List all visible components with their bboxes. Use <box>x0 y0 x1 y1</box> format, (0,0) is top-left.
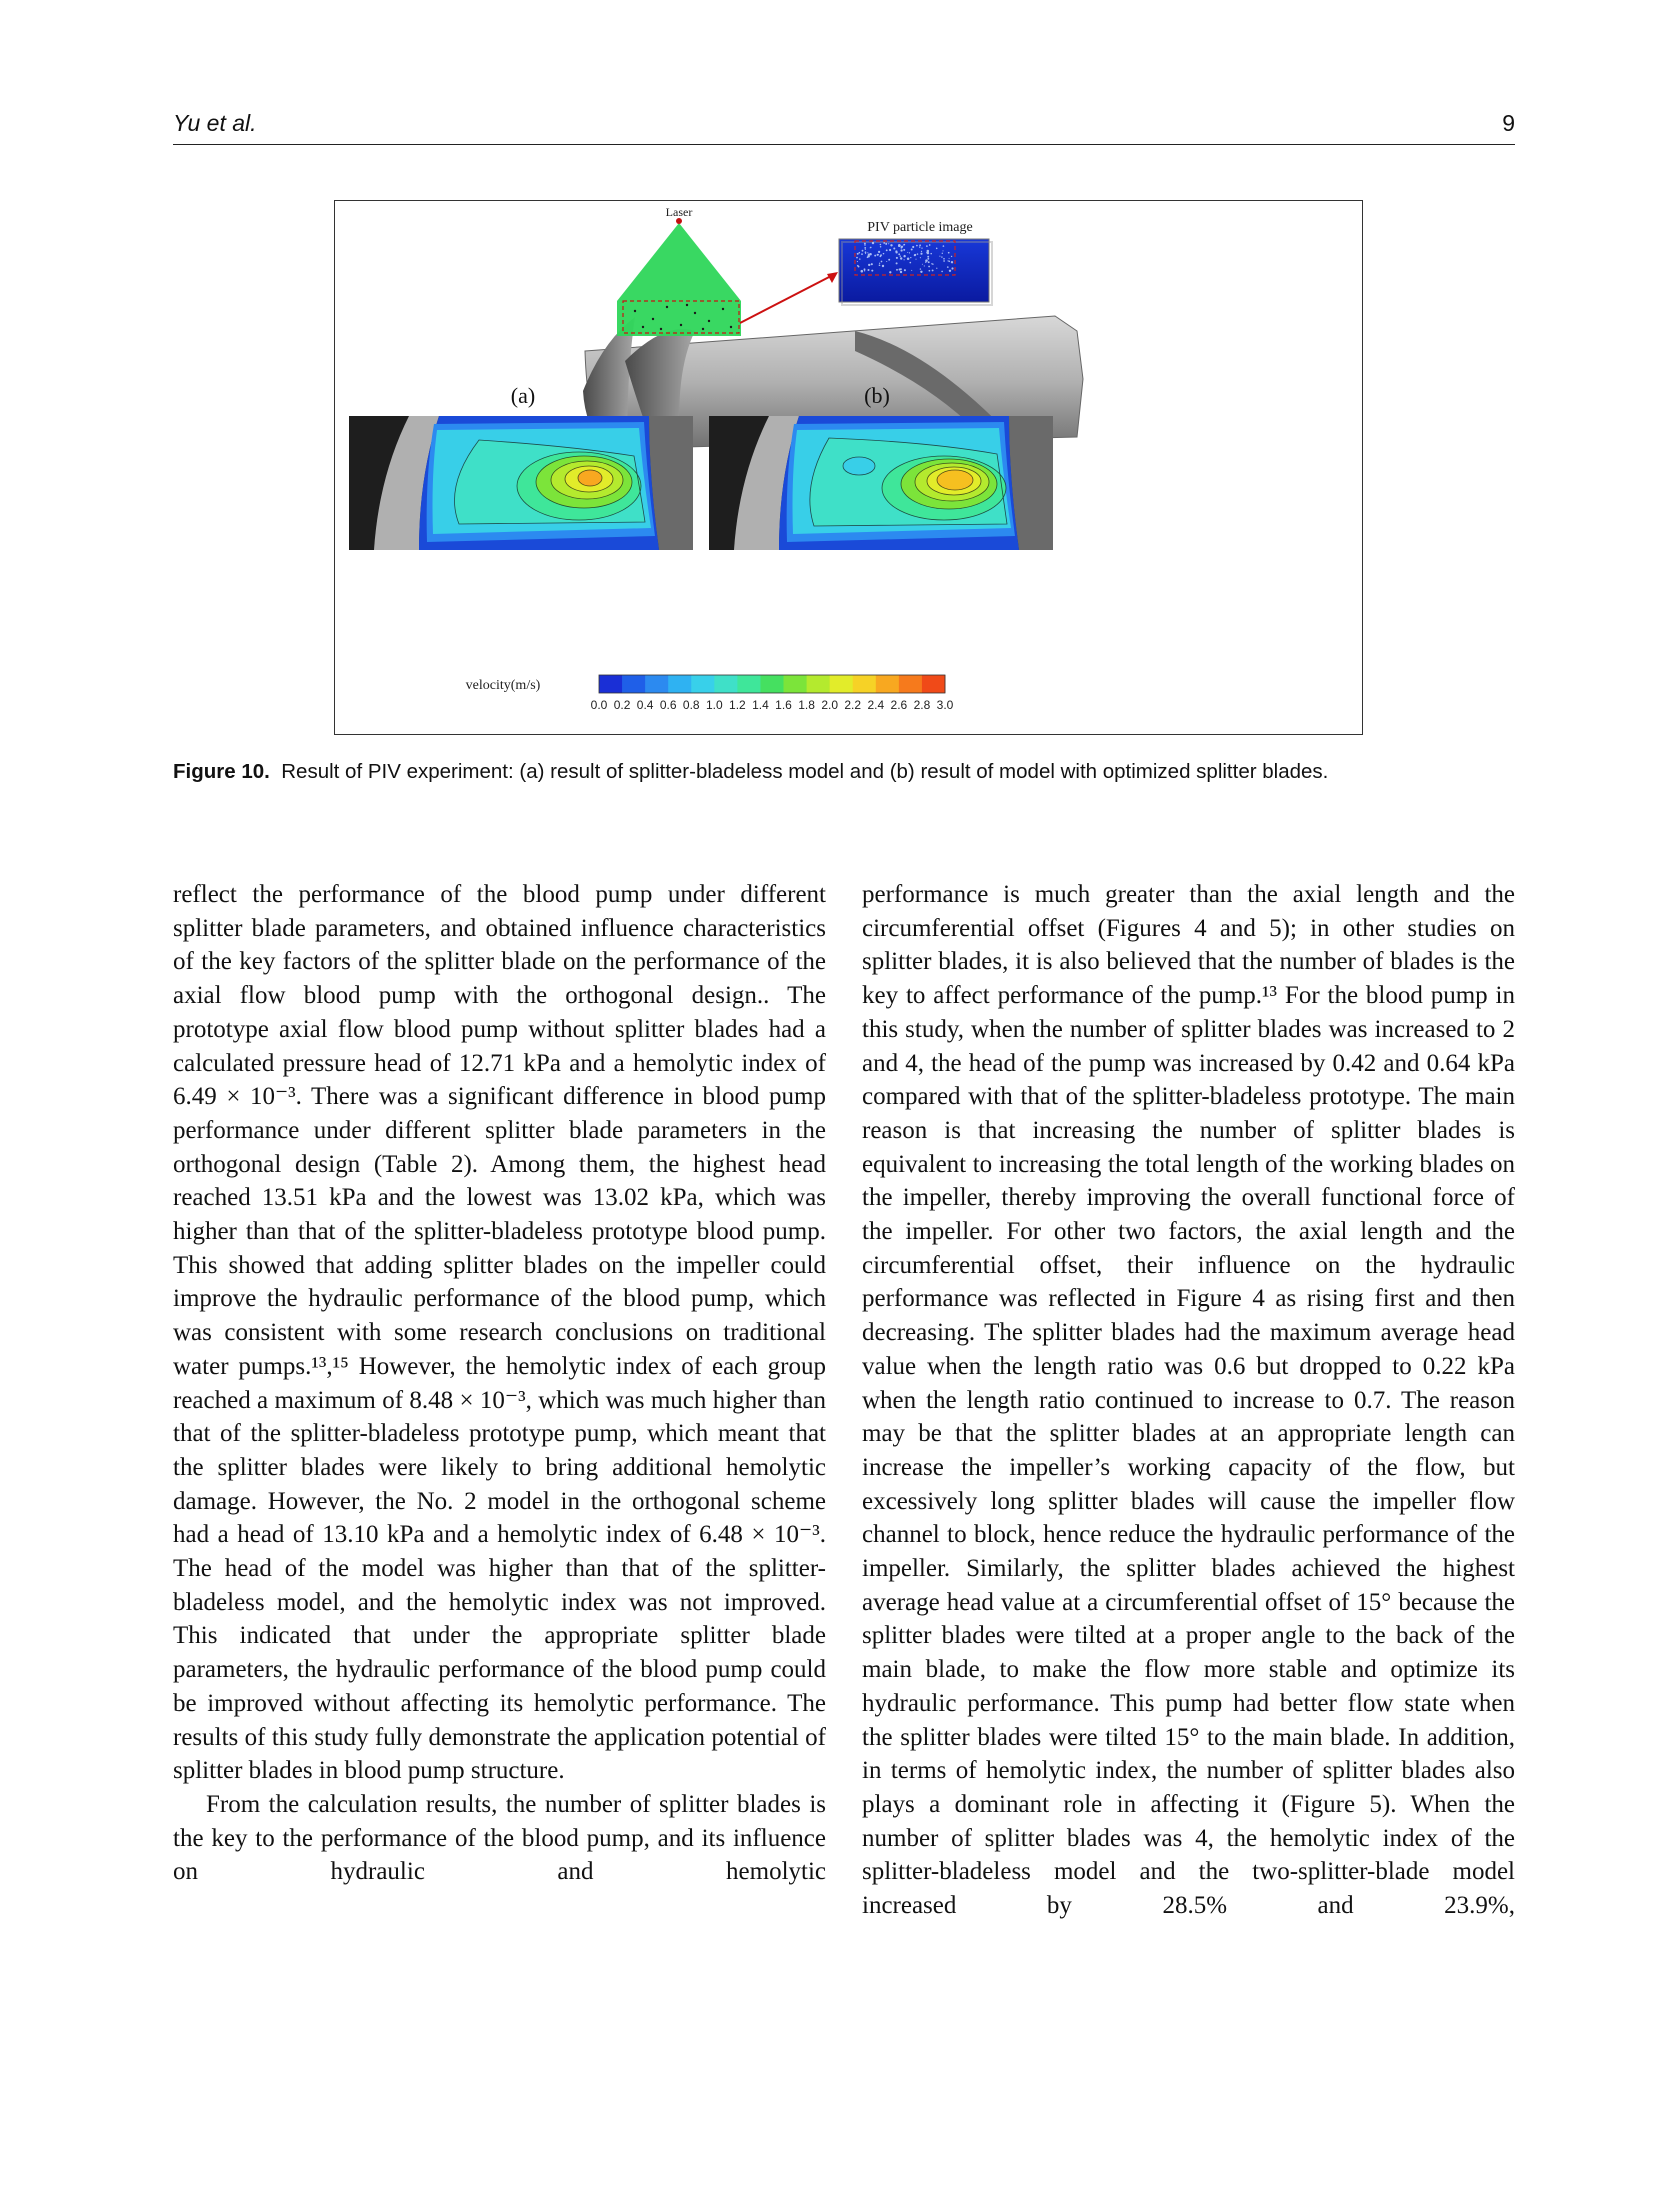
running-head: Yu et al. 9 <box>173 110 1515 145</box>
colorbar-ticks: 0.0 0.2 0.4 0.6 0.8 1.0 1.2 1.4 1.6 1.8 2.0 2.2 2.4 2… <box>591 698 954 712</box>
colorbar-tick-label: 2.6 <box>891 698 908 712</box>
colorbar-tick-label: 0.6 <box>660 698 677 712</box>
colorbar-segment <box>806 675 831 693</box>
piv-window-outline <box>622 300 740 334</box>
laser-sheet <box>617 223 741 301</box>
contour-a-level-8 <box>578 470 602 486</box>
colorbar-segment <box>921 675 946 693</box>
colorbar-tick-label: 2.4 <box>867 698 884 712</box>
figure-10-graphic: Laser PIV particle image (a) (b) <box>349 205 1084 712</box>
colorbar-segment <box>645 675 669 693</box>
page-number: 9 <box>1502 110 1515 136</box>
laser-label: Laser <box>666 205 693 219</box>
colorbar-segment <box>852 675 877 693</box>
caption-label: Figure 10. <box>173 760 270 783</box>
left-paragraph-1: reflect the performance of the blood pum… <box>173 881 826 1785</box>
colorbar-segment <box>783 675 807 693</box>
colorbar-tick-label: 0.4 <box>637 698 654 712</box>
colorbar-segment <box>622 675 646 693</box>
colorbar-segment <box>714 675 738 693</box>
colorbar-label: velocity(m/s) <box>466 678 541 693</box>
caption-text: Result of PIV experiment: (a) result of … <box>281 760 1329 783</box>
colorbar-segment <box>668 675 692 693</box>
colorbar-tick-label: 0.2 <box>614 698 631 712</box>
contour-b-level-8 <box>937 470 973 490</box>
arrow-to-piv-image <box>739 274 834 324</box>
piv-image-label: PIV particle image <box>867 220 973 235</box>
piv-particle-image <box>838 238 993 306</box>
figure-10: Laser PIV particle image (a) (b) <box>334 200 1363 735</box>
body-column-left: reflect the performance of the blood pum… <box>173 878 826 1889</box>
colorbar-segment <box>599 675 623 693</box>
contour-panel-b <box>709 416 1053 550</box>
laser-dot <box>676 218 682 224</box>
colorbar-tick-label: 0.8 <box>683 698 700 712</box>
colorbar-segment <box>875 675 900 693</box>
colorbar-tick-label: 2.2 <box>844 698 861 712</box>
panel-a-label: (a) <box>511 383 535 408</box>
colorbar-segment <box>737 675 761 693</box>
colorbar-tick-label: 2.8 <box>914 698 931 712</box>
colorbar-tick-label: 2.0 <box>821 698 838 712</box>
colorbar-tick-label: 1.2 <box>729 698 746 712</box>
body-column-right: performance is much greater than the axi… <box>862 878 1515 1923</box>
running-head-authors: Yu et al. <box>173 110 257 136</box>
colorbar-tick-label: 1.0 <box>706 698 723 712</box>
colorbar-tick-label: 0.0 <box>591 698 608 712</box>
panel-b-label: (b) <box>864 383 890 408</box>
colorbar-tick-label: 1.8 <box>798 698 815 712</box>
colorbar-tick-label: 3.0 <box>937 698 954 712</box>
colorbar-segment <box>898 675 923 693</box>
colorbar-tick-label: 1.4 <box>752 698 769 712</box>
velocity-colorbar <box>598 674 946 694</box>
colorbar-segment <box>691 675 715 693</box>
colorbar-tick-label: 1.6 <box>775 698 792 712</box>
figure-caption: Figure 10. Result of PIV experiment: (a)… <box>173 757 1515 787</box>
right-paragraph-1: performance is much greater than the axi… <box>862 881 1515 1920</box>
contour-panel-a <box>349 416 693 550</box>
colorbar-segment <box>760 675 784 693</box>
colorbar-segment <box>829 675 854 693</box>
left-paragraph-2: From the calculation results, the number… <box>173 1790 826 1886</box>
